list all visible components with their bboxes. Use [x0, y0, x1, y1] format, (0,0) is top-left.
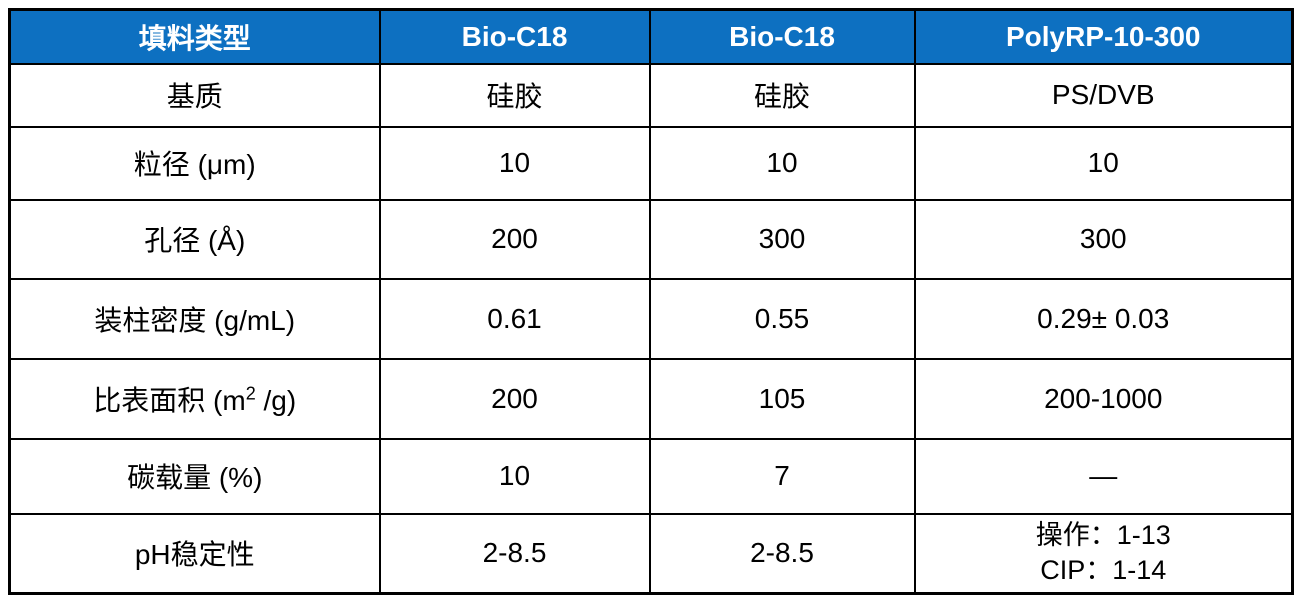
- header-cell-bio-c18-1: Bio-C18: [378, 8, 651, 65]
- packing-material-table-container: 填料类型 Bio-C18 Bio-C18 PolyRP-10-300 基质 硅胶…: [8, 8, 1294, 595]
- value-cell: 200: [378, 198, 651, 280]
- row-surface-area: 比表面积 (m2 /g) 200 105 200-1000: [8, 357, 1294, 440]
- value-cell: 10: [378, 437, 651, 515]
- header-cell-polyrp: PolyRP-10-300: [913, 8, 1294, 65]
- value-cell: 300: [648, 198, 916, 280]
- row-pore-size: 孔径 (Å) 200 300 300: [8, 198, 1294, 280]
- surface-area-label-superscript: 2: [245, 383, 256, 404]
- row-label-surface-area: 比表面积 (m2 /g): [8, 357, 381, 440]
- value-cell: 10: [648, 125, 916, 201]
- row-carbon-load: 碳载量 (%) 10 7 —: [8, 437, 1294, 515]
- value-cell: 0.61: [378, 277, 651, 360]
- value-cell: 105: [648, 357, 916, 440]
- value-cell: 硅胶: [378, 62, 651, 128]
- packing-material-comparison-table: 填料类型 Bio-C18 Bio-C18 PolyRP-10-300 基质 硅胶…: [8, 8, 1294, 595]
- header-cell-bio-c18-2: Bio-C18: [648, 8, 916, 65]
- value-cell: 300: [913, 198, 1294, 280]
- row-label-pore-size: 孔径 (Å): [8, 198, 381, 280]
- row-matrix: 基质 硅胶 硅胶 PS/DVB: [8, 62, 1294, 128]
- value-cell: —: [913, 437, 1294, 515]
- value-cell: 200: [378, 357, 651, 440]
- value-cell: 2-8.5: [378, 512, 651, 595]
- row-particle-size: 粒径 (μm) 10 10 10: [8, 125, 1294, 201]
- row-label-particle-size: 粒径 (μm): [8, 125, 381, 201]
- row-label-carbon-load: 碳载量 (%): [8, 437, 381, 515]
- row-label-packing-density: 装柱密度 (g/mL): [8, 277, 381, 360]
- value-cell: PS/DVB: [913, 62, 1294, 128]
- value-cell: 10: [913, 125, 1294, 201]
- header-row: 填料类型 Bio-C18 Bio-C18 PolyRP-10-300: [8, 8, 1294, 65]
- row-label-ph-stability: pH稳定性: [8, 512, 381, 595]
- value-cell: 7: [648, 437, 916, 515]
- row-packing-density: 装柱密度 (g/mL) 0.61 0.55 0.29± 0.03: [8, 277, 1294, 360]
- surface-area-label-post: /g): [255, 384, 297, 416]
- row-label-matrix: 基质: [8, 62, 381, 128]
- header-cell-filler-type: 填料类型: [8, 8, 381, 65]
- surface-area-label-pre: 比表面积 (m: [93, 384, 246, 416]
- value-cell: 硅胶: [648, 62, 916, 128]
- value-cell: 0.55: [648, 277, 916, 360]
- value-cell: 10: [378, 125, 651, 201]
- value-cell: 2-8.5: [648, 512, 916, 595]
- ph-cip-range: CIP：1-14: [1040, 555, 1167, 586]
- value-cell: 0.29± 0.03: [913, 277, 1294, 360]
- value-cell-ph-polyrp: 操作：1-13 CIP：1-14: [913, 512, 1294, 595]
- ph-operation-range: 操作：1-13: [1035, 519, 1171, 550]
- value-cell: 200-1000: [913, 357, 1294, 440]
- row-ph-stability: pH稳定性 2-8.5 2-8.5 操作：1-13 CIP：1-14: [8, 512, 1294, 595]
